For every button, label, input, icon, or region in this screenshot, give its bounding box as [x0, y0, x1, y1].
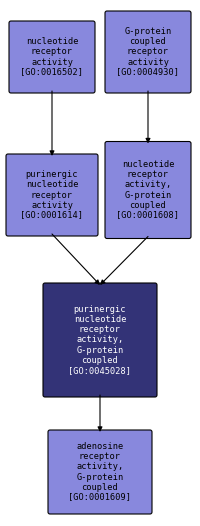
Text: G-protein
coupled
receptor
activity
[GO:0004930]: G-protein coupled receptor activity [GO:… [116, 27, 180, 77]
Text: nucleotide
receptor
activity
[GO:0016502]: nucleotide receptor activity [GO:0016502… [21, 37, 84, 77]
FancyBboxPatch shape [43, 283, 157, 397]
FancyBboxPatch shape [6, 154, 98, 236]
Text: purinergic
nucleotide
receptor
activity,
G-protein
coupled
[GO:0045028]: purinergic nucleotide receptor activity,… [68, 306, 132, 375]
FancyBboxPatch shape [105, 11, 191, 93]
FancyBboxPatch shape [48, 430, 152, 514]
FancyBboxPatch shape [105, 141, 191, 238]
Text: nucleotide
receptor
activity,
G-protein
coupled
[GO:0001608]: nucleotide receptor activity, G-protein … [116, 160, 180, 220]
Text: purinergic
nucleotide
receptor
activity
[GO:0001614]: purinergic nucleotide receptor activity … [21, 170, 84, 219]
FancyBboxPatch shape [9, 21, 95, 93]
Text: adenosine
receptor
activity,
G-protein
coupled
[GO:0001609]: adenosine receptor activity, G-protein c… [68, 442, 132, 502]
